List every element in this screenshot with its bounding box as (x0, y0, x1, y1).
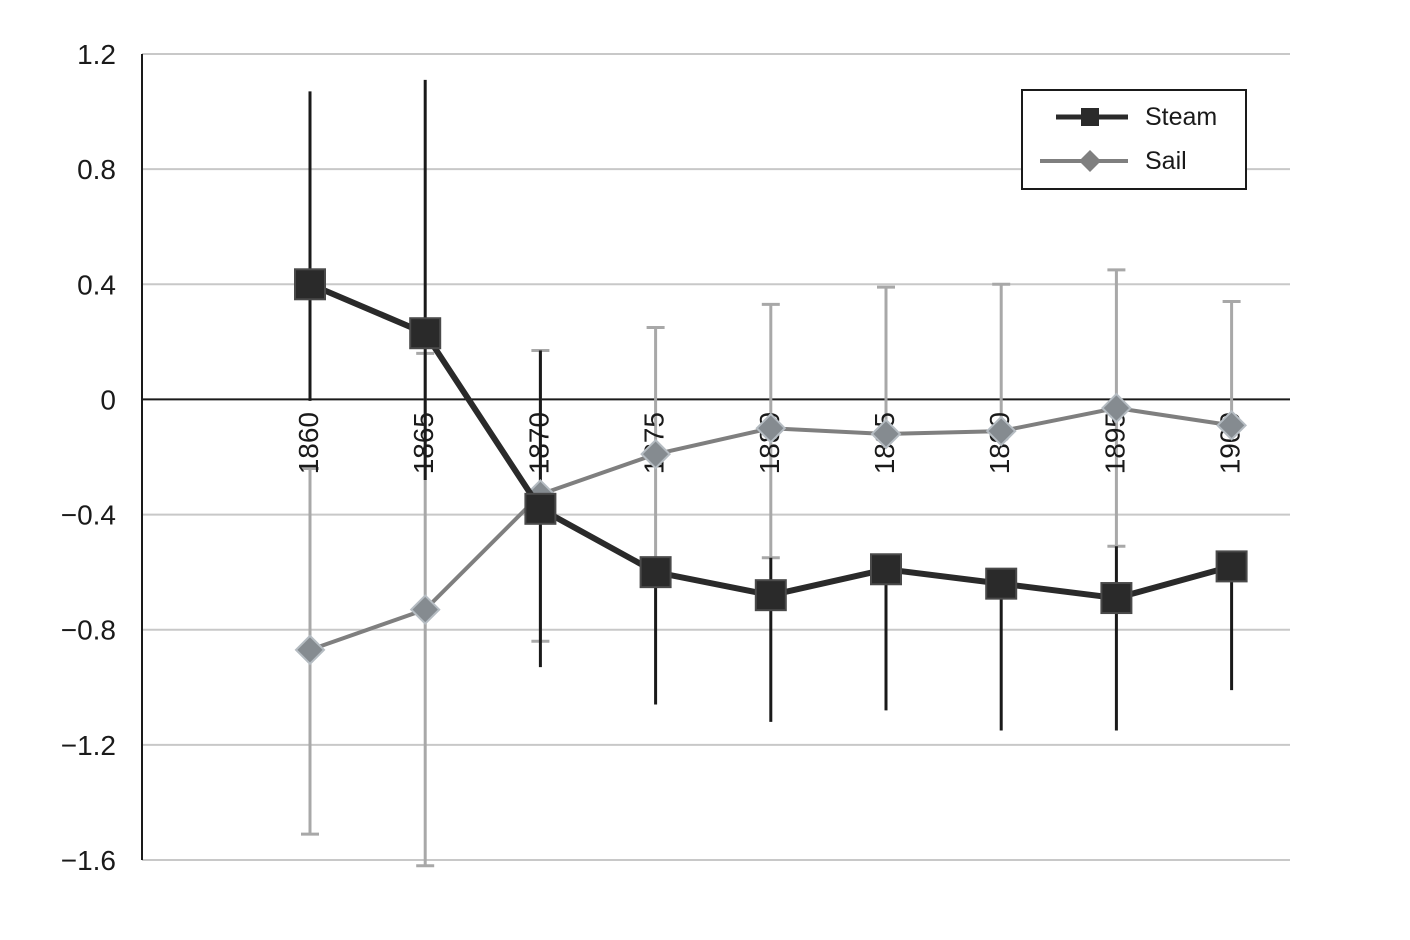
y-tick-label: −1.2 (61, 730, 116, 761)
x-tick-label: 1870 (523, 412, 554, 474)
sail-point (1100, 392, 1132, 424)
legend: Steam Sail (1021, 89, 1247, 190)
legend-sail-label: Sail (1145, 147, 1187, 175)
sail-point (409, 594, 441, 625)
sail-point (1216, 409, 1248, 441)
steam-point (1100, 582, 1133, 615)
y-tick-labels: 1.2 0.8 0.4 0 −0.4 −0.8 −1.2 −1.6 (61, 39, 116, 876)
y-tick-label: −1.6 (61, 845, 116, 876)
steam-series (294, 268, 1248, 615)
steam-point (409, 317, 442, 350)
x-tick-label: 1895 (1099, 412, 1130, 474)
gridlines (142, 53, 1290, 861)
steam-point (985, 567, 1018, 600)
y-tick-label: −0.8 (61, 615, 116, 646)
y-tick-label: 1.2 (77, 39, 116, 70)
sail-point (755, 412, 787, 444)
sail-point (985, 415, 1017, 447)
sail-point (640, 438, 672, 470)
y-tick-label: 0.8 (77, 154, 116, 185)
steam-error-bars (308, 79, 1234, 731)
steam-point (294, 268, 326, 301)
steam-point (639, 556, 672, 589)
steam-point (524, 492, 557, 525)
y-tick-label: −0.4 (61, 500, 116, 531)
legend-steam-marker (1081, 108, 1099, 126)
x-tick-label: 1860 (293, 412, 324, 474)
sail-point (870, 418, 902, 450)
y-tick-label: 0.4 (77, 269, 116, 300)
x-tick-label: 1865 (408, 412, 439, 474)
legend-box (1021, 89, 1247, 190)
steam-point (870, 553, 902, 586)
sail-point (294, 634, 326, 666)
legend-steam-label: Steam (1145, 103, 1217, 131)
steam-point (754, 579, 787, 612)
steam-point (1215, 550, 1248, 583)
legend-sail-marker (1079, 150, 1101, 172)
y-tick-label: 0 (100, 384, 116, 415)
